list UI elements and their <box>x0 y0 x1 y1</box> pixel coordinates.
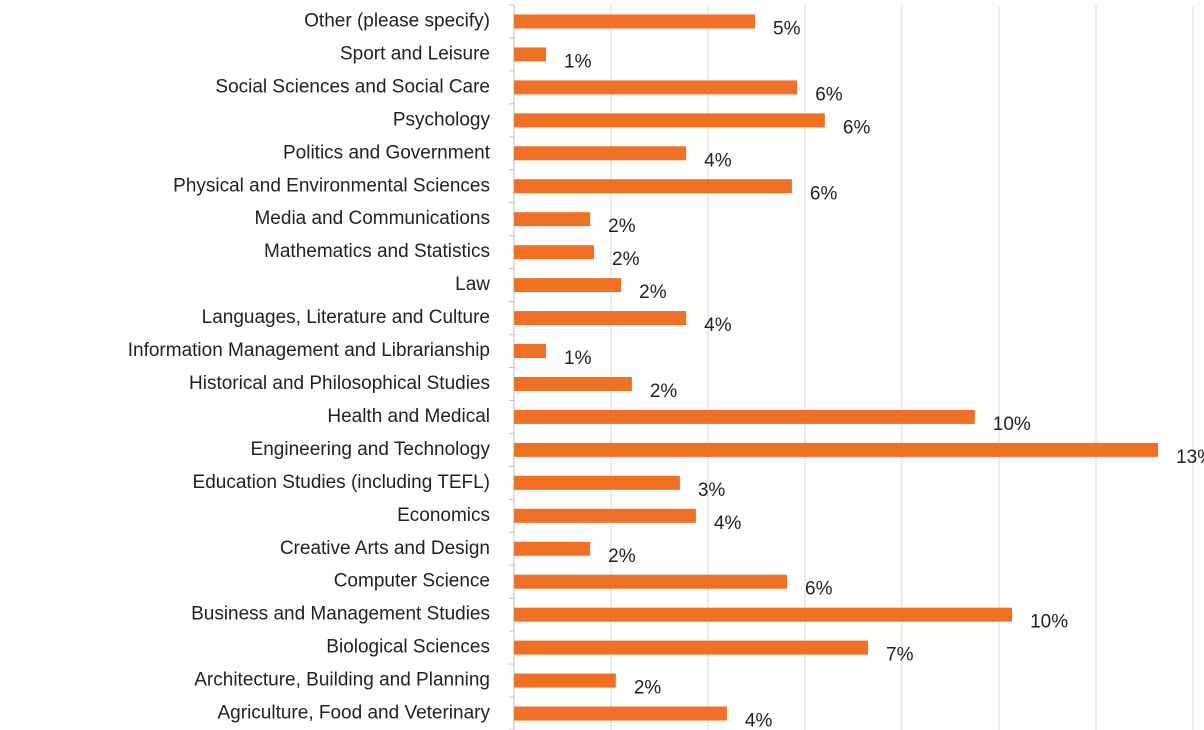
data-label: 2% <box>639 282 667 303</box>
bar <box>514 80 798 95</box>
y-tick-label: Psychology <box>393 109 491 130</box>
y-tick-label: Engineering and Technology <box>251 439 491 460</box>
bar <box>514 541 591 556</box>
data-label: 1% <box>564 348 592 369</box>
data-label: 3% <box>698 480 726 501</box>
data-label: 1% <box>564 51 592 72</box>
bar <box>514 508 696 523</box>
bar <box>514 212 591 227</box>
y-tick-label: Creative Arts and Design <box>280 538 490 559</box>
y-tick-label: Agriculture, Food and Veterinary <box>218 703 491 724</box>
y-tick-label: Education Studies (including TEFL) <box>193 472 490 493</box>
bar <box>514 409 975 424</box>
bar <box>514 113 825 128</box>
y-tick-label: Languages, Literature and Culture <box>202 307 490 328</box>
data-label: 4% <box>714 513 742 534</box>
data-label: 2% <box>650 381 678 402</box>
y-tick-label: Other (please specify) <box>304 10 490 31</box>
y-tick-label: Mathematics and Statistics <box>264 241 490 262</box>
y-tick-label: Physical and Environmental Sciences <box>173 175 490 196</box>
data-label: 7% <box>886 645 914 666</box>
data-label: 4% <box>745 711 773 730</box>
y-tick-label: Business and Management Studies <box>191 604 490 625</box>
bar <box>514 640 869 655</box>
bar <box>514 245 595 260</box>
data-label: 10% <box>1030 612 1068 633</box>
y-tick-label: Health and Medical <box>327 406 490 427</box>
data-label: 2% <box>612 249 640 270</box>
data-label: 6% <box>810 183 838 204</box>
data-label: 2% <box>608 546 636 567</box>
data-label: 6% <box>843 117 871 138</box>
data-label: 6% <box>815 84 843 105</box>
y-tick-label: Economics <box>397 505 490 526</box>
data-label: 13% <box>1176 447 1204 468</box>
data-label: 4% <box>704 150 732 171</box>
y-tick-label: Architecture, Building and Planning <box>194 670 490 691</box>
data-label: 4% <box>704 315 732 336</box>
y-tick-label: Sport and Leisure <box>340 43 490 64</box>
data-label: 2% <box>634 678 662 699</box>
y-tick-label: Biological Sciences <box>326 637 490 658</box>
bar <box>514 47 547 62</box>
bar <box>514 475 680 490</box>
data-label: 5% <box>773 18 801 39</box>
data-label: 2% <box>608 216 636 237</box>
y-tick-label: Politics and Government <box>283 142 491 163</box>
bar <box>514 376 632 391</box>
y-tick-label: Law <box>455 274 490 295</box>
data-label: 10% <box>993 414 1031 435</box>
bar <box>514 442 1159 457</box>
bar <box>514 278 622 293</box>
y-tick-label: Media and Communications <box>254 208 490 229</box>
bar <box>514 574 788 589</box>
data-label: 6% <box>805 579 833 600</box>
bar <box>514 179 792 194</box>
y-tick-label: Social Sciences and Social Care <box>215 76 490 97</box>
bar <box>514 344 547 359</box>
bar <box>514 311 687 326</box>
bar <box>514 673 616 688</box>
y-tick-label: Computer Science <box>334 571 490 592</box>
y-tick-label: Historical and Philosophical Studies <box>189 373 490 394</box>
bar <box>514 14 756 29</box>
bar <box>514 146 687 161</box>
bar <box>514 706 727 721</box>
y-tick-label: Information Management and Librarianship <box>128 340 490 361</box>
bar <box>514 607 1013 622</box>
